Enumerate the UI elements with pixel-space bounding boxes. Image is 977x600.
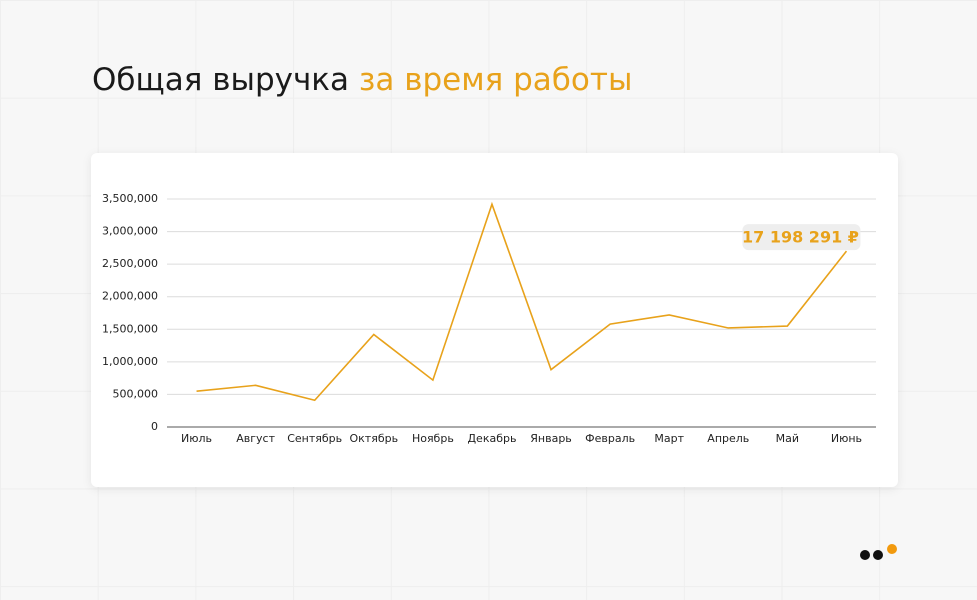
pager-dots — [860, 544, 897, 560]
x-tick-label: Июль — [181, 432, 212, 445]
x-tick-label: Август — [236, 432, 275, 445]
x-tick-label: Январь — [530, 432, 572, 445]
title-text: Общая выручка — [92, 62, 350, 98]
line — [196, 201, 848, 402]
x-tick-label: Сентябрь — [287, 432, 342, 445]
y-tick-label: 1,500,000 — [102, 322, 158, 335]
x-tick-label: Апрель — [707, 432, 749, 445]
y-tick-label: 0 — [151, 420, 158, 433]
annotation-bg — [742, 224, 861, 251]
y-tick-label: 3,500,000 — [102, 192, 158, 205]
annotation: 17 198 291 ₽ — [742, 228, 859, 247]
title-highlight: за время работы — [358, 62, 633, 98]
x-tick-label: Июнь — [831, 432, 862, 445]
y-tick-label: 2,000,000 — [102, 290, 158, 303]
chart-card — [91, 153, 898, 487]
y-tick-label: 500,000 — [113, 387, 159, 400]
dot — [860, 550, 870, 560]
dot — [873, 550, 883, 560]
slide-title: Общая выручка за время работы — [92, 62, 632, 98]
y-tick-label: 3,000,000 — [102, 225, 158, 238]
x-tick-label: Октябрь — [350, 432, 399, 445]
dot — [887, 544, 897, 554]
x-tick-label: Декабрь — [467, 432, 516, 445]
x-tick-label: Ноябрь — [412, 432, 454, 445]
y-tick-label: 1,000,000 — [102, 355, 158, 368]
x-tick-label: Март — [654, 432, 684, 445]
x-tick-label: Май — [776, 432, 799, 445]
y-tick-label: 2,500,000 — [102, 257, 158, 270]
x-tick-label: Февраль — [585, 432, 635, 445]
